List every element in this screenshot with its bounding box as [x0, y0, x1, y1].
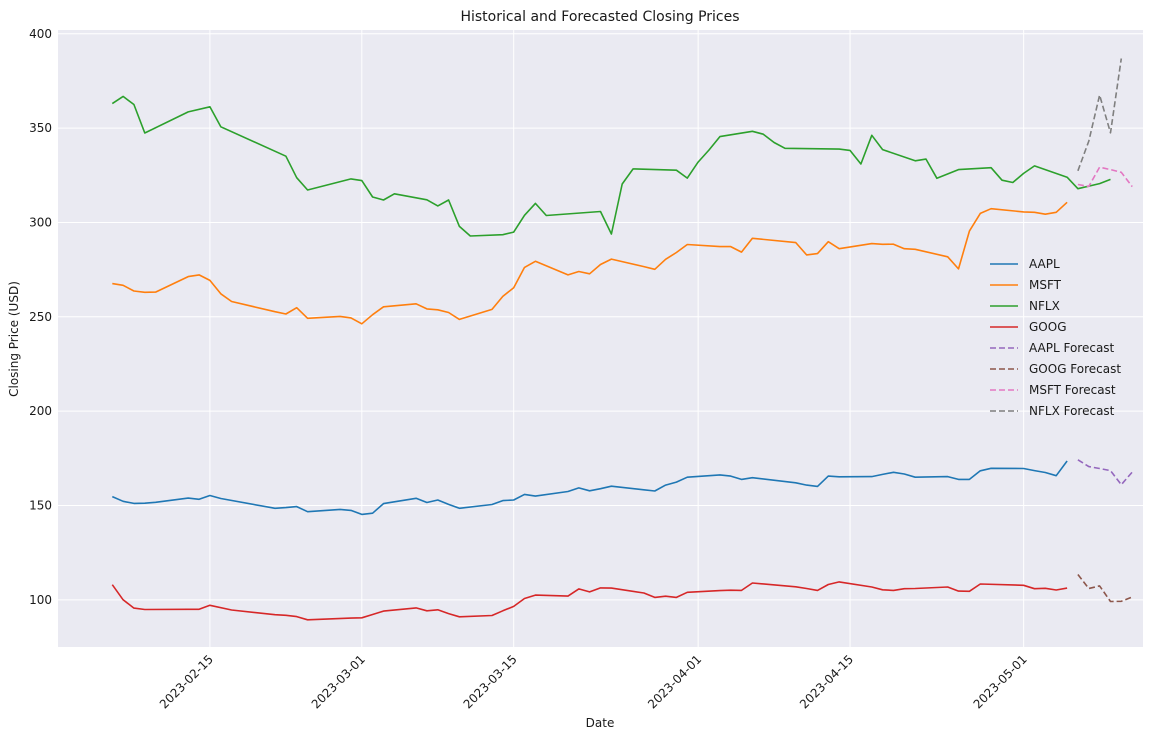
series-line-msft: [112, 201, 1068, 325]
legend-label: AAPL Forecast: [1029, 341, 1115, 355]
legend-label: NFLX: [1029, 299, 1060, 313]
y-axis-label: Closing Price (USD): [7, 281, 21, 397]
series-line-goog: [111, 581, 1068, 621]
series-line-msft-forecast: [1077, 166, 1133, 188]
x-tick-label: 2023-03-01: [309, 652, 368, 711]
y-tick-label: 300: [29, 215, 52, 229]
legend-label: GOOG: [1029, 320, 1067, 334]
chart-title: Historical and Forecasted Closing Prices: [460, 9, 739, 25]
series-line-aapl: [111, 460, 1068, 516]
legend: AAPL MSFT NFLX GOOG AAPL Forecast GOOG Foreca…: [990, 257, 1121, 418]
series-line-goog-forecast: [1077, 574, 1133, 603]
x-tick-label: 2023-04-15: [797, 652, 856, 711]
y-tick-label: 250: [29, 310, 52, 324]
x-axis-label: Date: [586, 716, 615, 730]
series-lines: [111, 58, 1133, 621]
legend-label: AAPL: [1029, 257, 1060, 271]
x-tick-label: 2023-02-15: [157, 652, 216, 711]
legend-label: MSFT: [1029, 278, 1062, 292]
legend-label: NFLX Forecast: [1029, 404, 1115, 418]
x-tick-label: 2023-05-01: [971, 652, 1030, 711]
y-tick-label: 150: [29, 498, 52, 512]
series-line-nflx-forecast: [1077, 58, 1123, 172]
legend-label: MSFT Forecast: [1029, 383, 1116, 397]
legend-label: GOOG Forecast: [1029, 362, 1121, 376]
y-tick-label: 100: [29, 593, 52, 607]
x-tick-label: 2023-04-01: [645, 652, 704, 711]
x-tick-label: 2023-03-15: [461, 652, 520, 711]
y-tick-label: 350: [29, 121, 52, 135]
grid-lines: [58, 30, 1143, 647]
series-line-aapl-forecast: [1077, 459, 1133, 486]
y-tick-label: 400: [29, 27, 52, 41]
y-tick-label: 200: [29, 404, 52, 418]
plot-area: [58, 30, 1143, 647]
series-line-nflx: [111, 95, 1111, 237]
